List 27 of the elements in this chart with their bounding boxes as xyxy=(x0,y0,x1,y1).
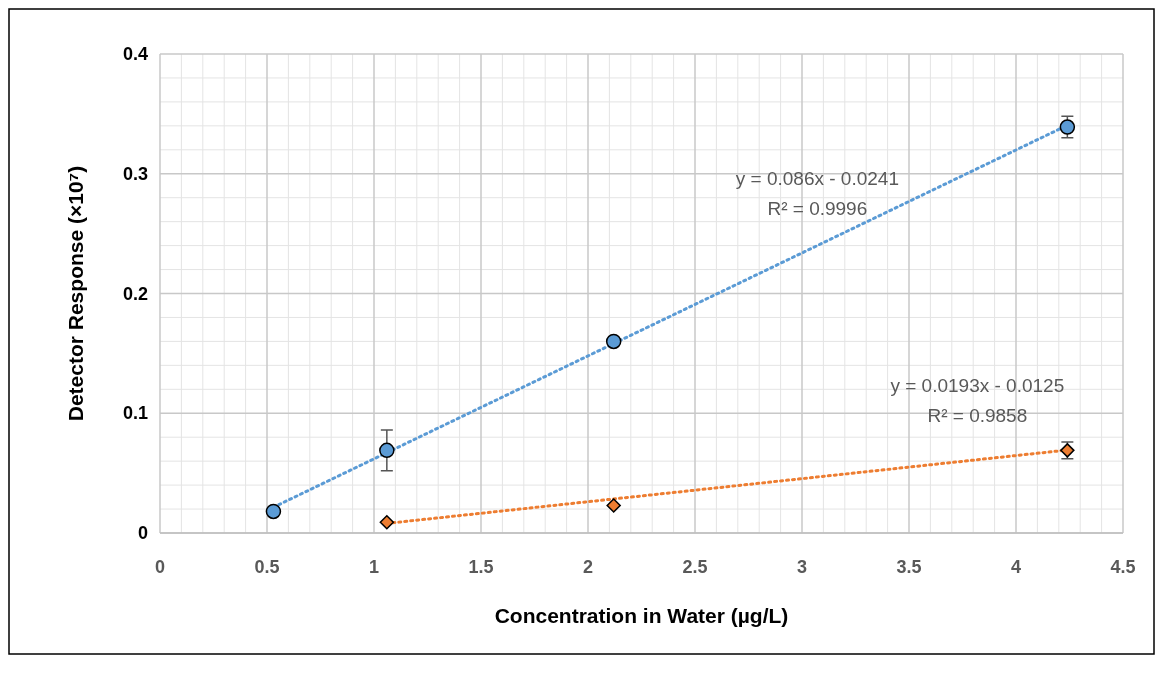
y-tick-label: 0.4 xyxy=(122,44,148,64)
x-tick-label: 4.5 xyxy=(1110,557,1136,577)
x-tick-label: 1.5 xyxy=(468,557,494,577)
x-tick-label: 2 xyxy=(582,557,594,577)
point xyxy=(1059,119,1076,135)
annotation: y = 0.086x - 0.0241 xyxy=(735,168,899,190)
x-tick-label: 4 xyxy=(1010,557,1022,577)
y-tick-label: 0 xyxy=(137,523,148,543)
x-tick-label: 3 xyxy=(796,557,808,577)
x-axis-title: Concentration in Water (µg/L) xyxy=(494,604,789,627)
x-tick-label: 0.5 xyxy=(254,557,280,577)
x-tick-label: 0 xyxy=(154,557,166,577)
y-tick-label: 0.3 xyxy=(122,163,148,184)
y-tick-label: 0.2 xyxy=(122,283,148,304)
x-tick-label: 3.5 xyxy=(896,557,922,577)
annotation: y = 0.0193x - 0.0125 xyxy=(890,375,1065,397)
annotation: R² = 0.9858 xyxy=(927,405,1028,427)
point xyxy=(605,333,622,350)
x-tick-label: 1 xyxy=(368,557,380,577)
point xyxy=(606,498,621,513)
y-tick-label: 0.1 xyxy=(122,403,148,424)
point xyxy=(265,503,282,520)
x-tick-label: 2.5 xyxy=(682,557,708,577)
point xyxy=(379,442,395,459)
y-axis-title: Detector Response (×10⁷) xyxy=(64,165,87,422)
annotation: R² = 0.9996 xyxy=(767,198,868,220)
point xyxy=(379,514,395,530)
